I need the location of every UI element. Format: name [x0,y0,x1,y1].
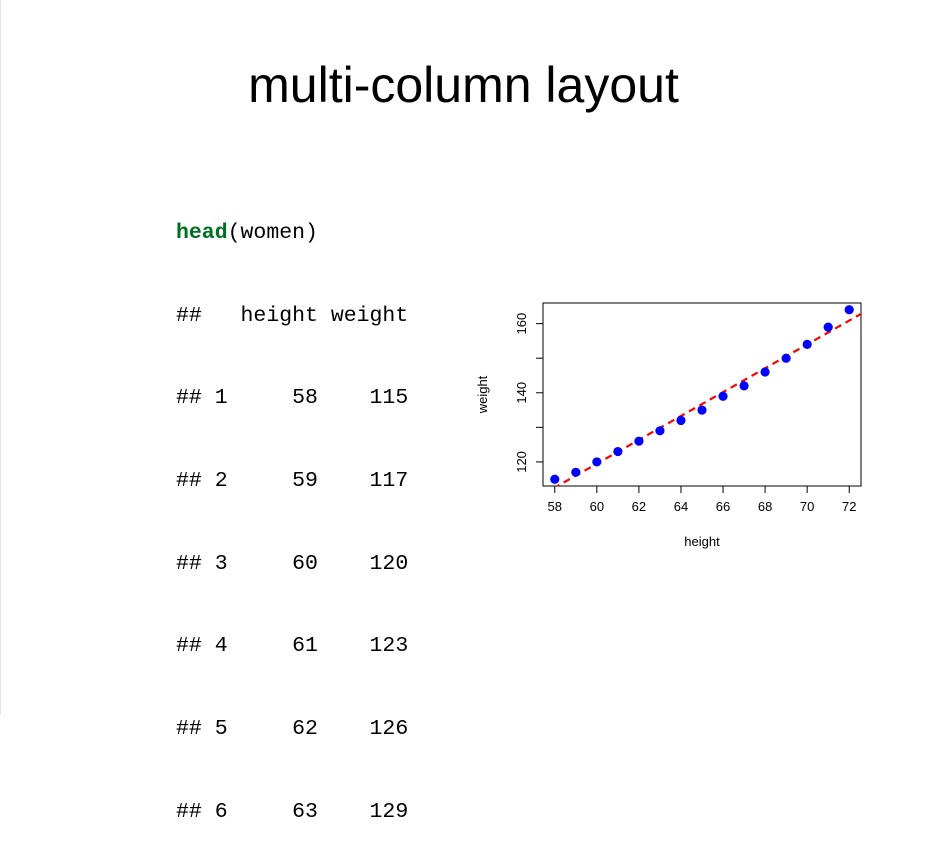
data-point [571,467,581,477]
data-point [739,381,749,391]
code-output-row: ## 1 58 115 [176,386,409,411]
scatter-plot: 58 60 62 64 66 68 70 72 120 140 160 height weight [475,302,862,549]
data-point [676,415,686,426]
plot-frame [542,302,862,487]
data-point [844,305,854,315]
x-tick-label: 72 [842,499,856,514]
data-point [760,367,770,377]
x-tick-label: 62 [632,499,646,514]
data-point [697,405,707,415]
y-tick-label: 140 [514,382,529,404]
slide-edge [0,0,1,715]
code-call-line: head(women) [176,216,408,251]
code-function: head [176,221,228,245]
data-point [781,353,791,363]
data-point [613,446,623,457]
code-output-row: ## 4 61 123 [176,634,409,659]
x-tick-label: 70 [800,499,814,514]
data-point [718,391,728,401]
y-axis-label: weight [475,375,490,414]
data-point [550,474,560,484]
code-args: (women) [227,221,318,245]
code-output-row: ## 2 59 117 [176,469,409,494]
data-point [655,426,665,436]
y-tick-label: 120 [514,451,529,473]
data-point [592,457,602,467]
x-tick-label: 58 [548,499,562,514]
code-output-row: ## 3 60 120 [176,551,409,576]
x-tick-label: 64 [674,499,688,514]
x-axis-label: height [684,534,720,549]
code-output-row: ## 6 63 129 [176,799,409,824]
x-tick-label: 68 [758,499,772,514]
data-point [823,322,833,332]
code-block: head(women) ## height weight ## 1 58 115… [176,168,408,854]
code-output-row: ## 5 62 126 [176,717,409,742]
slide-title: multi-column layout [248,57,679,113]
x-tick-label: 60 [590,499,604,514]
y-tick-label: 160 [514,313,529,335]
data-point [634,436,644,446]
code-output-header: ## height weight [176,303,409,328]
data-point [802,339,812,349]
x-tick-label: 66 [716,499,730,514]
fit-line [555,312,861,486]
